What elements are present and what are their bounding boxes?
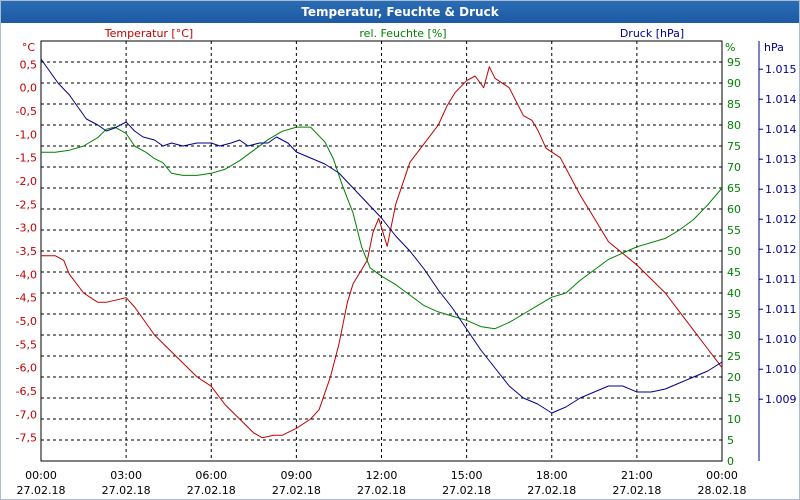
pressure-series-line xyxy=(40,58,723,414)
humidity-tick-label: 0 xyxy=(727,455,734,468)
humidity-tick-label: 85 xyxy=(727,98,741,111)
humidity-tick-label: 35 xyxy=(727,308,741,321)
pressure-tick-label: 1.014 xyxy=(765,93,797,106)
humidity-tick-label: 55 xyxy=(727,224,741,237)
x-tick-date: 27.02.18 xyxy=(442,484,491,497)
x-tick-date: 27.02.18 xyxy=(102,484,151,497)
humidity-tick-label: 45 xyxy=(727,266,741,279)
x-tick-date: 27.02.18 xyxy=(357,484,406,497)
x-tick-date: 28.02.18 xyxy=(698,484,747,497)
pressure-tick-label: 1.012 xyxy=(765,213,797,226)
pressure-tick-label: 1.011 xyxy=(765,303,797,316)
pressure-tick-label: 1.012 xyxy=(765,243,797,256)
humidity-tick-label: 15 xyxy=(727,392,741,405)
humidity-tick-label: 95 xyxy=(727,56,741,69)
temperature-tick-label: -5,5 xyxy=(16,338,37,351)
temperature-series-line xyxy=(41,66,723,439)
temperature-tick-label: -7,5 xyxy=(16,432,37,445)
humidity-series-line xyxy=(41,126,723,330)
temperature-unit-label: °C xyxy=(22,41,36,54)
temperature-tick-label: -3,0 xyxy=(16,222,37,235)
x-tick-date: 27.02.18 xyxy=(527,484,576,497)
humidity-tick-label: 50 xyxy=(727,245,741,258)
temperature-tick-label: -4,5 xyxy=(16,292,37,305)
humidity-tick-label: 75 xyxy=(727,140,741,153)
temperature-tick-label: -7,0 xyxy=(16,408,37,421)
x-tick-time: 09:00 xyxy=(281,469,313,482)
x-tick-date: 27.02.18 xyxy=(272,484,321,497)
temperature-tick-label: -2,5 xyxy=(16,198,37,211)
humidity-tick-label: 80 xyxy=(727,119,741,132)
x-tick-date: 27.02.18 xyxy=(187,484,236,497)
x-tick-time: 03:00 xyxy=(110,469,142,482)
temperature-tick-label: -1,5 xyxy=(16,152,37,165)
x-tick-time: 18:00 xyxy=(536,469,568,482)
x-tick-date: 27.02.18 xyxy=(612,484,661,497)
pressure-tick-label: 1.011 xyxy=(765,273,797,286)
chart-title: Temperatur, Feuchte & Druck xyxy=(1,1,799,23)
temperature-tick-label: -3,5 xyxy=(16,245,37,258)
temperature-tick-label: -4,0 xyxy=(16,268,37,281)
pressure-axis-title: Druck [hPa] xyxy=(620,27,684,40)
humidity-tick-label: 65 xyxy=(727,182,741,195)
temperature-tick-label: 0,0 xyxy=(20,82,38,95)
humidity-tick-label: 10 xyxy=(727,413,741,426)
pressure-tick-label: 1.009 xyxy=(765,393,797,406)
x-tick-date: 27.02.18 xyxy=(17,484,66,497)
temperature-tick-label: -2,0 xyxy=(16,175,37,188)
x-tick-time: 12:00 xyxy=(366,469,398,482)
pressure-tick-label: 1.013 xyxy=(765,153,797,166)
temperature-tick-label: 0,5 xyxy=(20,58,38,71)
temperature-tick-label: -5,0 xyxy=(16,315,37,328)
x-tick-time: 21:00 xyxy=(621,469,653,482)
pressure-tick-label: 1.010 xyxy=(765,363,797,376)
humidity-tick-label: 5 xyxy=(727,434,734,447)
humidity-axis-title: rel. Feuchte [%] xyxy=(359,27,446,40)
humidity-unit-label: % xyxy=(725,41,735,54)
pressure-tick-label: 1.014 xyxy=(765,123,797,136)
temperature-tick-label: -0,5 xyxy=(16,105,37,118)
x-tick-time: 00:00 xyxy=(706,469,738,482)
chart-plot: °C % hPa Temperatur [°C] rel. Feuchte [%… xyxy=(16,27,797,497)
pressure-unit-label: hPa xyxy=(764,41,784,54)
temperature-tick-label: -6,5 xyxy=(16,385,37,398)
pressure-tick-label: 1.015 xyxy=(765,63,797,76)
humidity-tick-label: 70 xyxy=(727,161,741,174)
humidity-tick-label: 60 xyxy=(727,203,741,216)
x-tick-time: 15:00 xyxy=(451,469,483,482)
humidity-tick-label: 30 xyxy=(727,329,741,342)
temperature-axis-title: Temperatur [°C] xyxy=(104,27,193,40)
humidity-tick-label: 40 xyxy=(727,287,741,300)
temperature-tick-label: -1,0 xyxy=(16,128,37,141)
humidity-tick-label: 90 xyxy=(727,77,741,90)
pressure-tick-label: 1.013 xyxy=(765,183,797,196)
pressure-tick-label: 1.010 xyxy=(765,333,797,346)
x-tick-time: 06:00 xyxy=(195,469,227,482)
humidity-tick-label: 25 xyxy=(727,350,741,363)
x-tick-time: 00:00 xyxy=(25,469,57,482)
humidity-tick-label: 20 xyxy=(727,371,741,384)
temperature-tick-label: -6,0 xyxy=(16,362,37,375)
